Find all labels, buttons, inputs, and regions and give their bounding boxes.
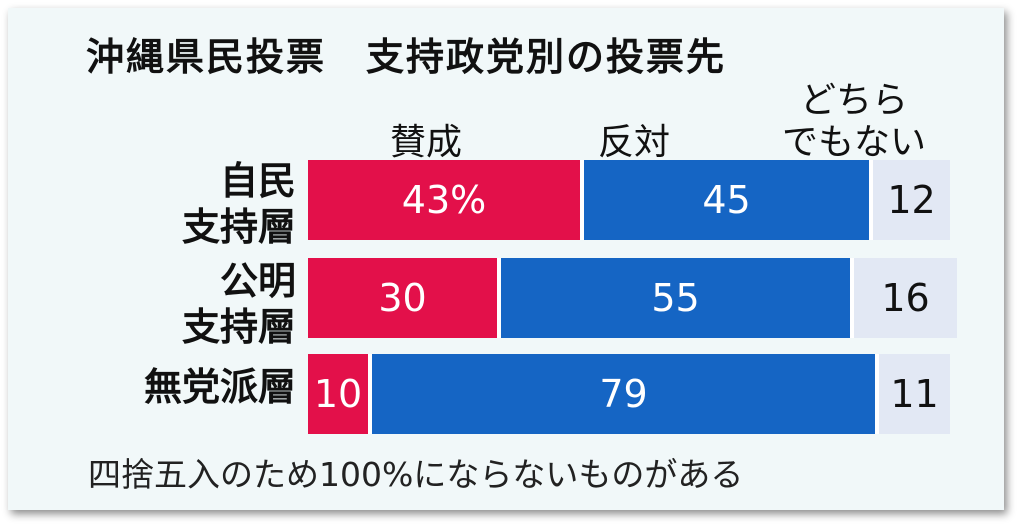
- bar-value-label: 45: [702, 178, 751, 222]
- legend-no-label: 反対: [598, 122, 671, 163]
- row-label: 公明: [219, 259, 296, 303]
- bar-segment-yes: 43%: [308, 160, 584, 240]
- chart-title: 沖縄県民投票 支持政党別の投票先: [86, 35, 727, 79]
- row-label: 自民: [219, 159, 296, 203]
- footnote: 四捨五入のため100%にならないものがある: [88, 455, 744, 494]
- chart-panel: 沖縄県民投票 支持政党別の投票先 賛成 反対 どちら でもない 自民 支持層 43%…: [8, 8, 1004, 510]
- bar-segment-no: 55: [501, 258, 854, 338]
- bar-segment-no: 45: [584, 160, 873, 240]
- legend-neither-line-1: どちら: [799, 80, 908, 121]
- bar-value-label: 10: [313, 372, 363, 416]
- bar-value-label: 55: [651, 276, 700, 320]
- bar-value-label: 30: [378, 276, 427, 320]
- bar-segment-neither: 12: [873, 160, 950, 240]
- row-label: 支持層: [181, 305, 296, 349]
- row-label: 支持層: [181, 205, 296, 249]
- bar-value-label: 11: [890, 372, 939, 416]
- bar-value-label: 43%: [401, 178, 487, 222]
- bar-value-label: 79: [599, 372, 648, 416]
- row-label: 無党派層: [143, 365, 296, 409]
- bar-value-label: 16: [881, 276, 930, 320]
- legend-yes-label: 賛成: [390, 122, 463, 163]
- bar-segment-no: 79: [372, 354, 879, 434]
- legend-neither: どちら でもない: [754, 80, 954, 164]
- bar-value-label: 12: [887, 178, 936, 222]
- bar-segment-neither: 11: [879, 354, 950, 434]
- legend-yes: 賛成: [390, 122, 462, 164]
- bar-segment-yes: 30: [308, 258, 501, 338]
- bar-segment-yes: 10: [308, 354, 372, 434]
- bar-segment-neither: 16: [854, 258, 957, 338]
- legend-no: 反対: [598, 122, 670, 164]
- legend-neither-line-2: でもない: [781, 122, 926, 163]
